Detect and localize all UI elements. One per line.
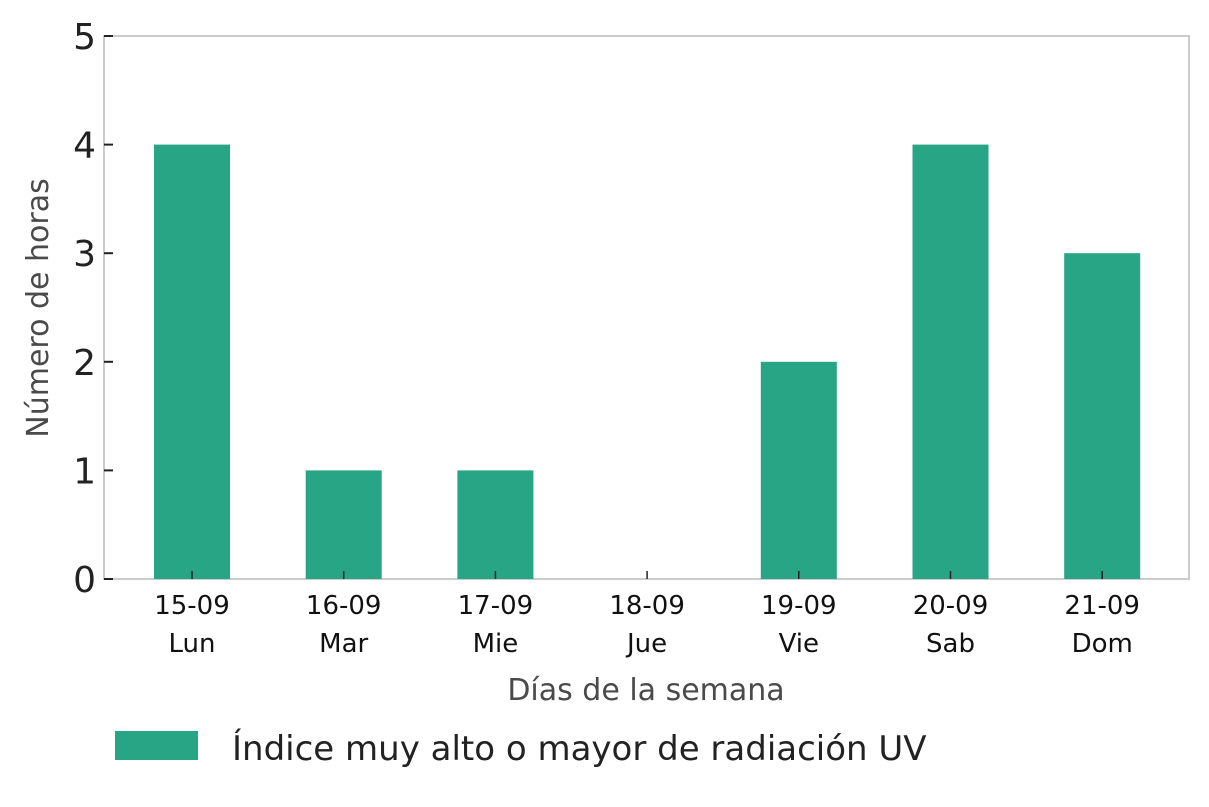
- legend-swatch: [115, 731, 198, 760]
- x-axis-ticks: 15-09 Lun 16-09 Mar 17-09 Mie 18-09 Jue 19-09 Vie…: [154, 571, 1140, 659]
- x-tick-label-day: Lun: [169, 629, 216, 659]
- y-axis-title: Número de horas: [21, 178, 56, 437]
- y-tick-label: 1: [73, 451, 96, 492]
- x-tick-label-date: 20-09: [913, 591, 989, 621]
- bars-group: [154, 144, 1141, 579]
- bar-20-09: [912, 144, 989, 579]
- plot-frame: [103, 35, 1190, 580]
- bar-17-09: [457, 470, 534, 579]
- x-tick-label-date: 15-09: [154, 591, 230, 621]
- bar-15-09: [154, 144, 230, 579]
- x-tick-label-day: Dom: [1072, 629, 1133, 659]
- legend: Índice muy alto o mayor de radiación UV: [115, 728, 927, 769]
- bar-21-09: [1064, 253, 1141, 579]
- y-tick-label: 3: [73, 234, 96, 275]
- x-tick-label-date: 17-09: [458, 591, 534, 621]
- y-tick-label: 4: [73, 126, 96, 167]
- y-axis-ticks: 0 1 2 3 4 5: [73, 17, 113, 601]
- x-tick-label-day: Sab: [926, 629, 975, 659]
- x-tick-label-day: Mar: [319, 629, 368, 659]
- x-axis-title: Días de la semana: [507, 673, 784, 708]
- bar-19-09: [760, 361, 837, 579]
- y-tick-label: 0: [73, 560, 96, 601]
- x-tick-label-date: 16-09: [306, 591, 382, 621]
- x-tick-label-date: 19-09: [761, 591, 837, 621]
- x-tick-label-day: Vie: [779, 629, 819, 659]
- legend-label: Índice muy alto o mayor de radiación UV: [232, 728, 927, 769]
- y-tick-label: 5: [73, 17, 96, 58]
- bar-16-09: [305, 470, 382, 579]
- x-tick-label-date: 18-09: [609, 591, 685, 621]
- x-tick-label-date: 21-09: [1064, 591, 1140, 621]
- y-tick-label: 2: [73, 343, 96, 384]
- x-tick-label-day: Mie: [473, 629, 519, 659]
- x-tick-label-day: Jue: [625, 629, 667, 659]
